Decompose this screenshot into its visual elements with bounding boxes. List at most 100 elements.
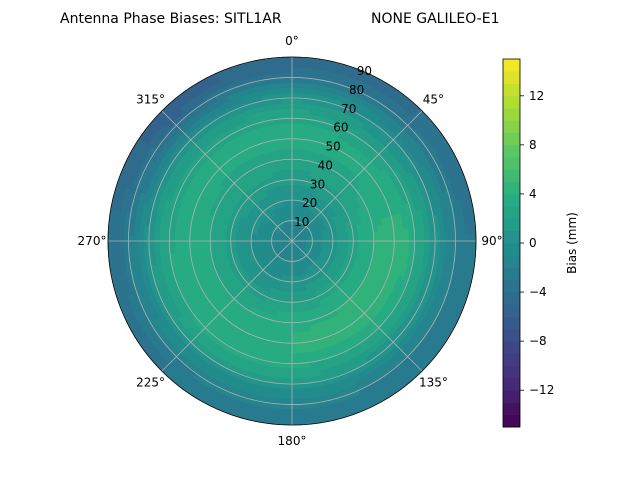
bias-cell (291, 388, 304, 395)
colorbar-tick-label: 12 (529, 89, 544, 103)
chart-title-right: NONE GALILEO-E1 (371, 11, 499, 27)
bias-cell (284, 143, 293, 150)
bias-cell (291, 414, 305, 421)
bias-cell (288, 189, 293, 196)
bias-cell (279, 66, 293, 74)
bias-cell (282, 112, 293, 119)
colorbar-band (503, 71, 520, 84)
bias-cell (287, 301, 293, 308)
radial-tick-label: 60 (333, 121, 348, 135)
bias-cell (284, 337, 293, 344)
bias-cell (291, 398, 304, 405)
bias-cell (291, 357, 301, 364)
bias-cell (291, 301, 297, 308)
bias-cell (291, 174, 297, 181)
bias-cell (291, 373, 302, 380)
bias-cell (283, 184, 289, 191)
bias-cell (296, 311, 304, 318)
bias-cell (225, 242, 232, 249)
bias-cell (291, 72, 305, 79)
bias-cell (285, 148, 293, 155)
azimuth-tick-label: 90° (481, 234, 502, 248)
colorbar-band (503, 390, 520, 403)
bias-cell (291, 153, 299, 160)
radial-tick-label: 30 (310, 177, 325, 191)
bias-cell (279, 403, 293, 410)
bias-cell (287, 179, 293, 186)
colorbar-tick-label: −12 (529, 383, 554, 397)
bias-cell (283, 179, 289, 186)
colorbar-label: Bias (mm) (565, 212, 579, 274)
bias-cell (230, 242, 237, 248)
bias-cell (280, 82, 293, 89)
bias-cell (291, 363, 302, 370)
radial-tick-label: 80 (349, 83, 364, 97)
bias-cell (288, 194, 293, 201)
bias-cell (367, 243, 375, 250)
bias-cell (291, 56, 306, 63)
bias-cell (174, 244, 181, 254)
colorbar-tick-label: 8 (529, 138, 537, 152)
bias-cell (284, 342, 293, 349)
bias-cell (283, 347, 293, 354)
bias-cell (291, 138, 300, 145)
bias-cell (362, 232, 369, 239)
bias-cell (281, 92, 293, 99)
bias-cell (279, 408, 293, 416)
bias-cell (282, 174, 289, 181)
bias-cell (281, 378, 293, 385)
bias-cell (281, 383, 293, 390)
bias-cell (291, 133, 300, 140)
bias-cell (288, 199, 293, 206)
bias-cell (278, 419, 293, 426)
colorbar-band (503, 279, 520, 293)
colorbar-tick-label: 0 (529, 236, 537, 250)
bias-cell (291, 164, 298, 170)
colorbar-band (503, 144, 520, 158)
bias-cell (378, 231, 385, 239)
bias-cell (282, 363, 293, 370)
azimuth-tick-label: 180° (278, 434, 307, 448)
colorbar-band (503, 267, 520, 281)
colorbar-band (503, 255, 520, 268)
azimuth-tick-label: 270° (78, 234, 107, 248)
bias-cell (388, 244, 395, 253)
colorbar-band (503, 402, 520, 416)
bias-cell (291, 352, 301, 359)
bias-cell (362, 243, 369, 250)
bias-cell (373, 231, 380, 239)
bias-cell (280, 164, 288, 171)
colorbar-band (503, 108, 520, 121)
radial-tick-label: 10 (294, 215, 309, 229)
bias-cell (286, 169, 293, 176)
bias-cell (291, 82, 304, 89)
bias-cell (279, 61, 293, 68)
colorbar-bands (503, 59, 520, 428)
colorbar-band (503, 328, 520, 342)
bias-cell (291, 123, 301, 130)
colorbar-band (503, 243, 520, 256)
bias-cell (194, 230, 201, 239)
colorbar-tick-label: 4 (529, 187, 537, 201)
bias-cell (204, 243, 211, 251)
bias-cell (286, 312, 293, 318)
bias-cell (235, 242, 242, 248)
radial-tick-labels: 10 20 30 40 50 60 70 80 90 (294, 64, 372, 229)
bias-cell (291, 61, 305, 68)
bias-cell (291, 97, 303, 104)
bias-cell (158, 226, 166, 237)
bias-cell (295, 291, 301, 298)
radial-tick-label: 70 (341, 102, 356, 116)
bias-cell (342, 234, 349, 240)
bias-cell (291, 286, 296, 293)
bias-cell (284, 332, 293, 339)
bias-cell (179, 228, 186, 238)
bias-cell (291, 403, 305, 410)
bias-cell (220, 243, 227, 249)
radial-tick-label: 20 (302, 196, 317, 210)
bias-cell (240, 242, 247, 247)
colorbar-band (503, 230, 520, 244)
azimuth-tick-label: 135° (419, 375, 448, 389)
bias-cell (283, 352, 293, 359)
bias-cell (283, 118, 293, 125)
